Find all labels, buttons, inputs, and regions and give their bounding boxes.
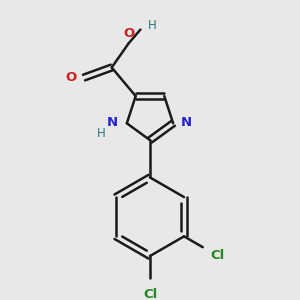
Text: O: O: [123, 27, 134, 40]
Text: Cl: Cl: [211, 249, 225, 262]
Text: H: H: [97, 127, 105, 140]
Text: N: N: [181, 116, 192, 129]
Text: H: H: [148, 19, 157, 32]
Text: Cl: Cl: [143, 288, 157, 300]
Text: O: O: [65, 71, 76, 84]
Text: N: N: [106, 116, 118, 129]
